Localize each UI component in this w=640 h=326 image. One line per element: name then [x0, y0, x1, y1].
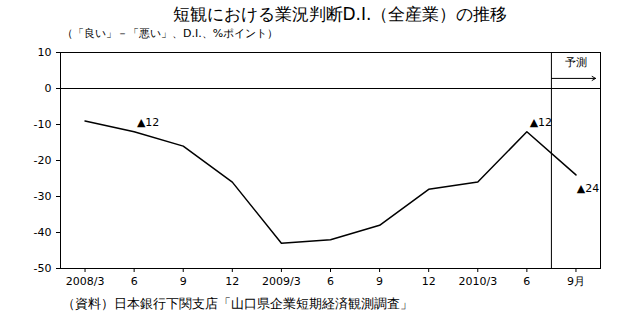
html-text:（「良い」－「悪い」、D.I.、%ポイント）: （「良い」－「悪い」、D.I.、%ポイント） [62, 27, 279, 40]
svg-text:10: 10 [38, 46, 52, 59]
svg-text:▲12: ▲12 [530, 116, 552, 129]
svg-text:9: 9 [376, 275, 383, 288]
html-text:（資料）日本銀行下関支店「山口県企業短期経済観測調査」: （資料）日本銀行下関支店「山口県企業短期経済観測調査」 [62, 296, 413, 311]
svg-text:6: 6 [523, 275, 530, 288]
svg-text:6: 6 [131, 275, 138, 288]
svg-text:2008/3: 2008/3 [66, 275, 105, 288]
svg-text:9月: 9月 [567, 275, 585, 288]
svg-text:-50: -50 [34, 262, 52, 275]
svg-text:6: 6 [327, 275, 334, 288]
svg-text:2010/3: 2010/3 [458, 275, 497, 288]
svg-text:-20: -20 [34, 154, 52, 167]
svg-text:予測: 予測 [565, 56, 587, 69]
svg-text:-30: -30 [34, 190, 52, 203]
html-text:短観における業況判断D.I.（全産業）の推移: 短観における業況判断D.I.（全産業）の推移 [172, 4, 508, 24]
svg-text:▲24: ▲24 [577, 182, 599, 195]
svg-text:▲12: ▲12 [137, 116, 159, 129]
svg-text:-10: -10 [34, 118, 52, 131]
svg-text:9: 9 [180, 275, 187, 288]
svg-text:2009/3: 2009/3 [262, 275, 301, 288]
svg-text:12: 12 [225, 275, 239, 288]
svg-text:0: 0 [45, 82, 52, 95]
svg-text:-40: -40 [34, 226, 52, 239]
svg-text:12: 12 [422, 275, 436, 288]
